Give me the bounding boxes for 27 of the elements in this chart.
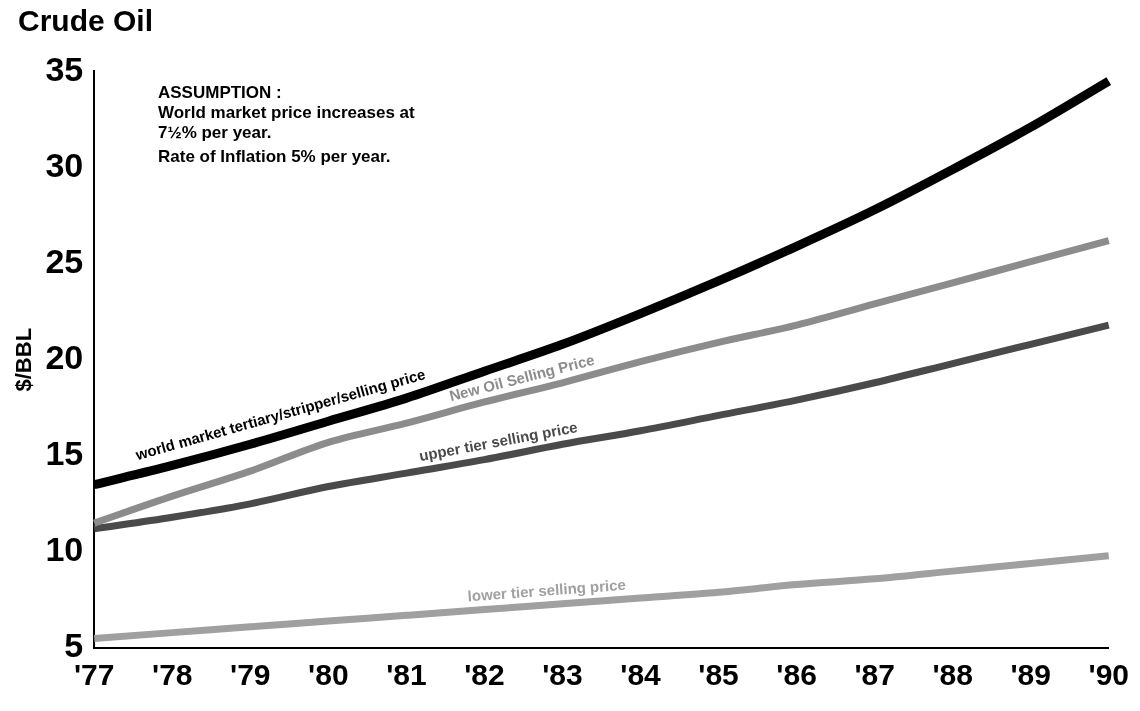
y-tick-label: 30 (45, 145, 84, 184)
x-tick-label: '82 (464, 658, 505, 692)
x-tick-label: '85 (698, 658, 739, 692)
x-tick-label: '90 (1088, 658, 1130, 692)
x-tick-label: '81 (386, 658, 427, 692)
annotation: Rate of Inflation 5% per year. (158, 147, 392, 167)
y-tick-label: 35 (45, 49, 84, 88)
x-tick-label: '89 (1010, 658, 1051, 692)
series-label: lower tier selling price (467, 575, 627, 605)
x-tick-label: '88 (932, 658, 973, 692)
x-tick-label: '87 (854, 658, 895, 692)
y-tick-label: 15 (45, 434, 84, 473)
x-tick-label: '78 (152, 658, 193, 692)
text: New Oil Selling Price (447, 350, 597, 405)
x-tick-label: '79 (230, 658, 271, 692)
y-axis-title: $/BBL (11, 327, 37, 392)
y-tick-label: 20 (45, 338, 84, 377)
chart-title: Crude Oil (18, 4, 154, 38)
annotation: World market price increases at 7½% per year. (158, 103, 416, 143)
annotation: ASSUMPTION : (158, 83, 283, 103)
x-tick-label: '86 (776, 658, 817, 692)
text: upper tier selling price (417, 418, 579, 465)
x-tick-label: '83 (542, 658, 583, 692)
y-tick-label: 10 (45, 530, 84, 569)
x-tick-label: '80 (308, 658, 349, 692)
x-tick-label: '84 (620, 658, 662, 692)
y-tick-label: 25 (45, 241, 84, 280)
